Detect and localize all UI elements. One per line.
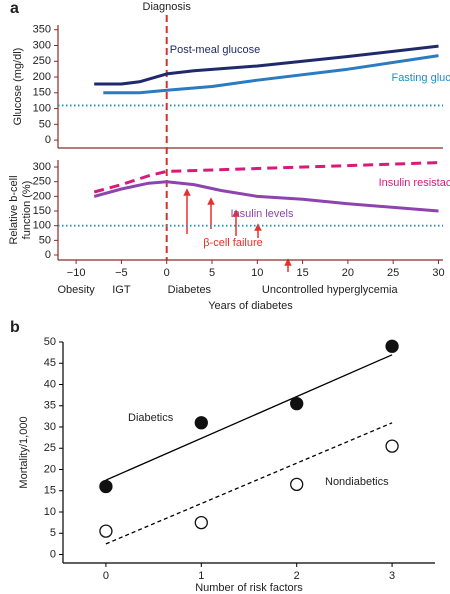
stage-label: Diabetes: [168, 284, 212, 296]
y-tick-label: 250: [33, 55, 51, 67]
x-tick-label: 2: [294, 570, 300, 582]
scatter-point: [385, 339, 399, 353]
series-label: Insulin levels: [231, 208, 294, 220]
y-tick-label: 350: [33, 24, 51, 36]
series-line: [94, 44, 439, 86]
series-line: [93, 161, 439, 194]
y-tick-label: 50: [44, 336, 56, 348]
y-tick-label: 200: [33, 71, 51, 83]
annotation: β-cell failure: [203, 237, 263, 249]
y-tick-label: 35: [44, 400, 56, 412]
x-tick-label: 1: [198, 570, 204, 582]
y-axis-label: Mortality/1,000: [18, 416, 30, 488]
x-tick-label: 0: [164, 267, 170, 279]
series-label: Diabetics: [128, 412, 174, 424]
y-axis-label: Relative b-cell: [8, 175, 20, 244]
y-tick-label: 100: [33, 220, 51, 232]
x-tick-label: 25: [387, 267, 399, 279]
series-label: Fasting glucose: [391, 72, 450, 84]
x-tick-label: 20: [342, 267, 354, 279]
panel-label: a: [10, 0, 19, 17]
y-tick-label: 25: [44, 442, 56, 454]
y-tick-label: 30: [44, 421, 56, 433]
y-tick-label: 100: [33, 102, 51, 114]
series-label: Post-meal glucose: [170, 44, 261, 56]
y-tick-label: 300: [33, 161, 51, 173]
trend-line: [105, 422, 393, 545]
y-tick-label: 250: [33, 176, 51, 188]
scatter-point: [290, 477, 304, 492]
y-axis-label: Glucose (mg/dl): [12, 48, 24, 126]
y-tick-label: 15: [44, 485, 56, 497]
series-label: Insulin resistace: [379, 177, 450, 189]
y-tick-label: 0: [50, 548, 56, 560]
y-tick-label: 50: [39, 118, 51, 130]
stage-label: Uncontrolled hyperglycemia: [262, 284, 399, 296]
x-tick-label: −10: [67, 267, 86, 279]
x-tick-label: 15: [296, 267, 308, 279]
y-tick-label: 200: [33, 190, 51, 202]
x-tick-label: −5: [115, 267, 128, 279]
x-tick-label: 30: [432, 267, 444, 279]
y-tick-label: 300: [33, 39, 51, 51]
stage-label: Obesity: [57, 284, 95, 296]
scatter-point: [99, 524, 113, 538]
x-axis-label: Number of risk factors: [195, 582, 303, 594]
scatter-point: [194, 416, 208, 430]
scatter-point: [194, 515, 208, 530]
y-tick-label: 20: [44, 463, 56, 475]
x-tick-label: 10: [251, 267, 263, 279]
scatter-point: [99, 479, 113, 494]
y-tick-label: 50: [39, 234, 51, 246]
y-tick-label: 0: [45, 134, 51, 146]
y-tick-label: 5: [50, 527, 56, 539]
y-tick-label: 45: [44, 357, 56, 369]
x-tick-label: 3: [389, 570, 395, 582]
y-tick-label: 150: [33, 87, 51, 99]
x-axis-label: Years of diabetes: [208, 300, 293, 312]
series-label: Nondiabetics: [325, 476, 389, 488]
x-tick-label: 0: [103, 570, 109, 582]
beta-cell-arrows: [183, 188, 292, 272]
panel-label: b: [10, 319, 20, 336]
series-line: [93, 180, 439, 213]
series-line: [103, 54, 439, 95]
stage-label: IGT: [112, 284, 131, 296]
y-tick-label: 150: [33, 205, 51, 217]
diagnosis-label: Diagnosis: [143, 1, 192, 13]
trend-line: [105, 354, 393, 481]
y-axis-label: function (%): [21, 181, 33, 240]
scatter-point: [385, 439, 399, 453]
y-tick-label: 10: [44, 506, 56, 518]
scatter-point: [290, 396, 304, 411]
x-tick-label: 5: [209, 267, 215, 279]
y-tick-label: 40: [44, 378, 56, 390]
y-tick-label: 0: [45, 249, 51, 261]
